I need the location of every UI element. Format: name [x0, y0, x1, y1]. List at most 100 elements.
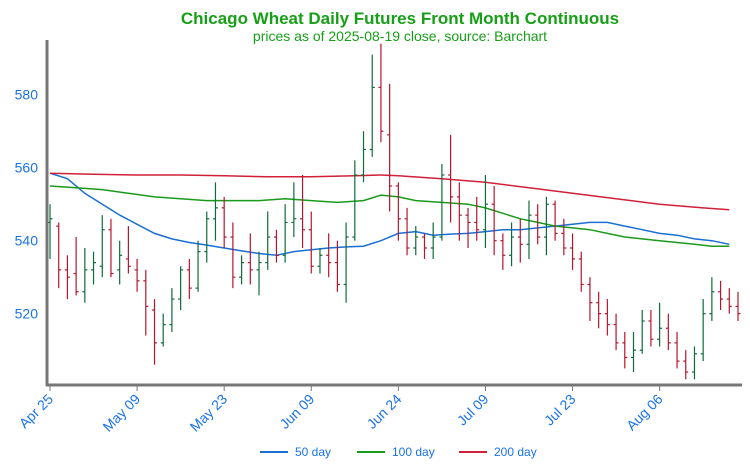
ohlc-bar	[674, 331, 680, 369]
legend-item-50-day: 50 day	[260, 445, 331, 459]
y-tick-label: 560	[15, 160, 39, 176]
ohlc-bar	[361, 131, 367, 183]
ohlc-bar	[108, 218, 114, 278]
x-tick-label: Jul 23	[541, 391, 579, 429]
ohlc-bar	[343, 222, 349, 303]
x-tick-label: Apr 25	[16, 391, 57, 432]
ohlc-bar	[613, 313, 619, 351]
ohlc-bar	[735, 291, 741, 321]
ohlc-bar	[456, 182, 462, 241]
ohlc-bar	[160, 313, 166, 347]
ohlc-bar	[552, 200, 558, 241]
ohlc-bar	[500, 233, 506, 270]
ohlc-bar	[195, 240, 201, 292]
ohlc-bar	[56, 222, 62, 289]
ohlc-bar	[413, 226, 419, 256]
legend-item-100-day: 100 day	[357, 445, 435, 459]
ohlc-bar	[99, 215, 105, 278]
ohlc-bar	[404, 207, 410, 256]
legend-item-200-day: 200 day	[459, 445, 537, 459]
ohlc-bar	[726, 288, 732, 314]
ohlc-bar	[178, 266, 184, 311]
ohlc-bar	[221, 196, 227, 248]
ohlc-bar	[82, 247, 88, 303]
y-tick-label: 540	[15, 233, 39, 249]
ohlc-bar	[212, 182, 218, 241]
ohlc-bar	[604, 299, 610, 336]
ohlc-bar	[265, 211, 271, 270]
ohlc-bar	[630, 331, 636, 373]
ohlc-bar	[570, 233, 576, 270]
ohlc-bar	[317, 247, 323, 274]
ohlc-bar	[308, 211, 314, 274]
x-tick-label: Jun 24	[363, 391, 404, 432]
chart-subtitle: prices as of 2025-08-19 close, source: B…	[253, 28, 547, 44]
ohlc-bar	[395, 182, 401, 241]
ohlc-bar	[204, 211, 210, 263]
legend-label-200-day: 200 day	[494, 445, 537, 459]
ohlc-bar	[230, 222, 236, 289]
ohlc-bar	[465, 207, 471, 248]
y-tick-labels: 520 540 560 580	[15, 87, 39, 322]
legend-label-50-day: 50 day	[295, 445, 331, 459]
ohlc-bar	[596, 291, 602, 329]
ohlc-bar	[474, 196, 480, 241]
ohlc-bar	[482, 175, 488, 248]
ohlc-bar	[334, 240, 340, 292]
ohlc-bar	[134, 258, 140, 292]
ohlc-bar	[91, 251, 97, 285]
ohlc-bar	[543, 196, 549, 256]
ohlc-bar	[125, 226, 131, 274]
x-tick-label: Jun 09	[276, 391, 317, 432]
ohlc-bar	[448, 134, 454, 223]
ohlc-bar	[700, 299, 706, 362]
ohlc-bar	[282, 204, 288, 263]
x-tick-label: May 23	[187, 391, 231, 435]
ohlc-bar	[378, 43, 384, 143]
ohlc-bar	[256, 251, 262, 296]
ohlc-bar	[64, 255, 70, 300]
ohlc-bar	[143, 269, 149, 336]
ohlc-bar	[622, 331, 628, 369]
ohlc-bar	[491, 185, 497, 256]
legend: 50 day 100 day 200 day	[260, 445, 537, 459]
ohlc-bar	[421, 233, 427, 259]
ohlc-bar	[709, 277, 715, 321]
ohlc-bar	[326, 233, 332, 278]
ohlc-bar	[239, 255, 245, 285]
ohlc-bar	[665, 313, 671, 351]
ohlc-bar	[387, 83, 393, 212]
ohlc-bar	[369, 54, 375, 157]
ohlc-bar	[578, 251, 584, 292]
chart-title: Chicago Wheat Daily Futures Front Month …	[181, 9, 619, 28]
y-tick-label: 580	[15, 87, 39, 103]
ohlc-bar	[561, 218, 567, 256]
ohlc-bar	[657, 302, 663, 347]
ohlc-bar	[169, 288, 175, 332]
ohlc-bar	[587, 277, 593, 321]
ohlc-bar	[273, 229, 279, 263]
x-tick-label: Jul 09	[454, 391, 492, 429]
ohlc-bar	[535, 204, 541, 245]
ohlc-bar	[683, 350, 689, 380]
x-tick-labels: Apr 25 May 09 May 23 Jun 09 Jun 24 Jul 09 Jul …	[16, 385, 666, 435]
ohlc-bar	[639, 310, 645, 354]
ohlc-bar	[718, 280, 724, 311]
ohlc-bars	[47, 43, 741, 380]
x-tick-label: May 09	[99, 391, 143, 435]
legend-label-100-day: 100 day	[392, 445, 435, 459]
ohlc-bar	[691, 346, 697, 380]
ohlc-bar	[152, 299, 158, 365]
ohlc-bar	[117, 240, 123, 285]
ma-line-50-day	[49, 172, 730, 257]
ohlc-bar	[73, 237, 79, 296]
ohlc-bar	[526, 200, 532, 259]
ohlc-bar	[517, 218, 523, 263]
ohlc-bar	[186, 258, 192, 300]
ohlc-bar	[430, 222, 436, 259]
ohlc-bar	[352, 160, 358, 241]
ohlc-bar	[648, 310, 654, 347]
ohlc-bar	[300, 175, 306, 248]
ohlc-bar	[291, 182, 297, 238]
